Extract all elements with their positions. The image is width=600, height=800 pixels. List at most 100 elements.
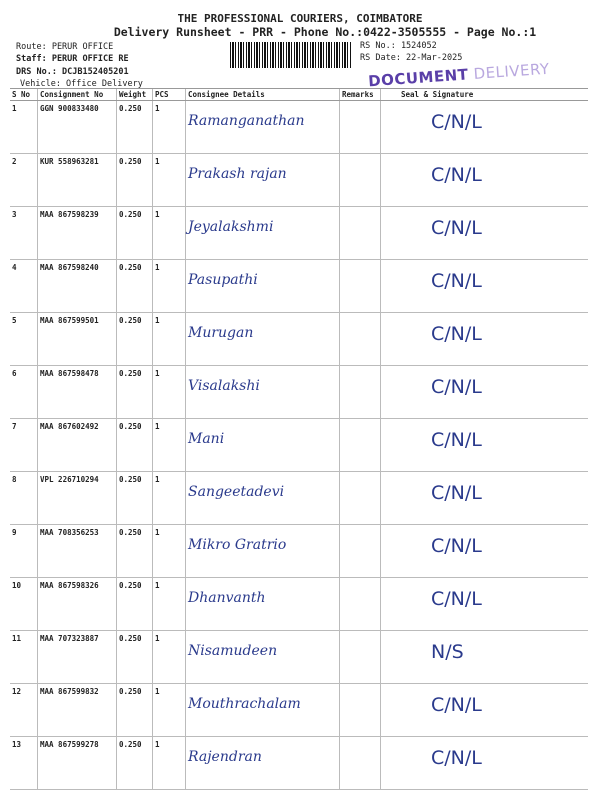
route: Route: PERUR OFFICE — [16, 42, 114, 52]
drs-number: DRS No.: DCJB152405201 — [16, 67, 129, 77]
consignee-name: Mani — [185, 418, 340, 472]
weight: 0.250 — [116, 259, 153, 313]
pieces: 1 — [152, 153, 186, 207]
seal-signature: C/N/L — [380, 206, 588, 260]
pieces: 1 — [152, 259, 186, 313]
remarks — [339, 100, 381, 154]
remarks — [339, 418, 381, 472]
consignment-number: MAA 867599501 — [37, 312, 117, 366]
seal-signature: C/N/L — [380, 471, 588, 525]
consignment-number: MAA 867599832 — [37, 683, 117, 737]
pieces: 1 — [152, 577, 186, 631]
table-row: 13 MAA 867599278 0.250 1 Rajendran C/N/L — [10, 736, 588, 790]
consignment-number: MAA 708356253 — [37, 524, 117, 578]
serial-number: 10 — [10, 577, 38, 631]
seal-signature: C/N/L — [380, 100, 588, 154]
serial-number: 11 — [10, 630, 38, 684]
consignee-name: Mouthrachalam — [185, 683, 340, 737]
consignment-number: MAA 867598239 — [37, 206, 117, 260]
serial-number: 12 — [10, 683, 38, 737]
table-row: 1 GGN 900833480 0.250 1 Ramanganathan C/N/L — [10, 100, 588, 154]
pieces: 1 — [152, 206, 186, 260]
pieces: 1 — [152, 736, 186, 790]
consignee-name: Sangeetadevi — [185, 471, 340, 525]
consignment-number: MAA 867598240 — [37, 259, 117, 313]
pieces: 1 — [152, 418, 186, 472]
serial-number: 4 — [10, 259, 38, 313]
serial-number: 13 — [10, 736, 38, 790]
serial-number: 9 — [10, 524, 38, 578]
runsheet-table: S No Consignment No Weight PCS Consignee… — [10, 88, 588, 790]
serial-number: 6 — [10, 365, 38, 419]
col-pcs: PCS — [152, 88, 186, 101]
consignee-name: Jeyalakshmi — [185, 206, 340, 260]
consignee-name: Ramanganathan — [185, 100, 340, 154]
consignment-number: MAA 867598326 — [37, 577, 117, 631]
seal-signature: C/N/L — [380, 418, 588, 472]
serial-number: 3 — [10, 206, 38, 260]
table-row: 6 MAA 867598478 0.250 1 Visalakshi C/N/L — [10, 365, 588, 419]
rs-date: RS Date: 22-Mar-2025 — [360, 53, 463, 63]
left-info: Route: PERUR OFFICE Staff: PERUR OFFICE … — [16, 41, 143, 90]
vehicle: Vehicle: Office Delivery — [20, 79, 143, 89]
weight: 0.250 — [116, 206, 153, 260]
remarks — [339, 206, 381, 260]
pieces: 1 — [152, 312, 186, 366]
seal-signature: C/N/L — [380, 259, 588, 313]
consignee-name: Prakash rajan — [185, 153, 340, 207]
consignment-number: MAA 867602492 — [37, 418, 117, 472]
consignment-number: GGN 900833480 — [37, 100, 117, 154]
weight: 0.250 — [116, 365, 153, 419]
consignee-name: Mikro Gratrio — [185, 524, 340, 578]
staff: Staff: PERUR OFFICE RE — [16, 54, 129, 64]
consignee-name: Visalakshi — [185, 365, 340, 419]
weight: 0.250 — [116, 577, 153, 631]
seal-signature: C/N/L — [380, 577, 588, 631]
weight: 0.250 — [116, 630, 153, 684]
col-weight: Weight — [116, 88, 153, 101]
consignee-name: Rajendran — [185, 736, 340, 790]
consignment-number: KUR 558963281 — [37, 153, 117, 207]
table-row: 7 MAA 867602492 0.250 1 Mani C/N/L — [10, 418, 588, 472]
table-row: 5 MAA 867599501 0.250 1 Murugan C/N/L — [10, 312, 588, 366]
seal-signature: C/N/L — [380, 312, 588, 366]
weight: 0.250 — [116, 683, 153, 737]
remarks — [339, 577, 381, 631]
pieces: 1 — [152, 524, 186, 578]
table-row: 10 MAA 867598326 0.250 1 Dhanvanth C/N/L — [10, 577, 588, 631]
table-row: 2 KUR 558963281 0.250 1 Prakash rajan C/N/L — [10, 153, 588, 207]
consignment-number: MAA 707323887 — [37, 630, 117, 684]
stamp-text: DOCUMENT — [367, 65, 469, 91]
weight: 0.250 — [116, 100, 153, 154]
pieces: 1 — [152, 630, 186, 684]
serial-number: 7 — [10, 418, 38, 472]
consignee-name: Nisamudeen — [185, 630, 340, 684]
barcode — [230, 42, 352, 68]
table-row: 4 MAA 867598240 0.250 1 Pasupathi C/N/L — [10, 259, 588, 313]
seal-signature: C/N/L — [380, 524, 588, 578]
right-info: RS No.: 1524052 RS Date: 22-Mar-2025 — [360, 40, 462, 64]
runsheet-subtitle: Delivery Runsheet - PRR - Phone No.:0422… — [113, 25, 537, 39]
serial-number: 5 — [10, 312, 38, 366]
table-header: S No Consignment No Weight PCS Consignee… — [10, 88, 588, 101]
consignment-number: MAA 867599278 — [37, 736, 117, 790]
serial-number: 1 — [10, 100, 38, 154]
remarks — [339, 630, 381, 684]
table-row: 9 MAA 708356253 0.250 1 Mikro Gratrio C/N/L — [10, 524, 588, 578]
remarks — [339, 471, 381, 525]
table-row: 3 MAA 867598239 0.250 1 Jeyalakshmi C/N/L — [10, 206, 588, 260]
serial-number: 2 — [10, 153, 38, 207]
weight: 0.250 — [116, 524, 153, 578]
remarks — [339, 312, 381, 366]
document-delivery-stamp: DOCUMENT DELIVERY — [368, 60, 551, 91]
remarks — [339, 524, 381, 578]
consignment-number: VPL 226710294 — [37, 471, 117, 525]
remarks — [339, 153, 381, 207]
company-title: THE PROFESSIONAL COURIERS, COIMBATORE — [177, 12, 423, 25]
consignee-name: Dhanvanth — [185, 577, 340, 631]
weight: 0.250 — [116, 312, 153, 366]
table-row: 11 MAA 707323887 0.250 1 Nisamudeen N/S — [10, 630, 588, 684]
remarks — [339, 736, 381, 790]
weight: 0.250 — [116, 418, 153, 472]
consignment-number: MAA 867598478 — [37, 365, 117, 419]
